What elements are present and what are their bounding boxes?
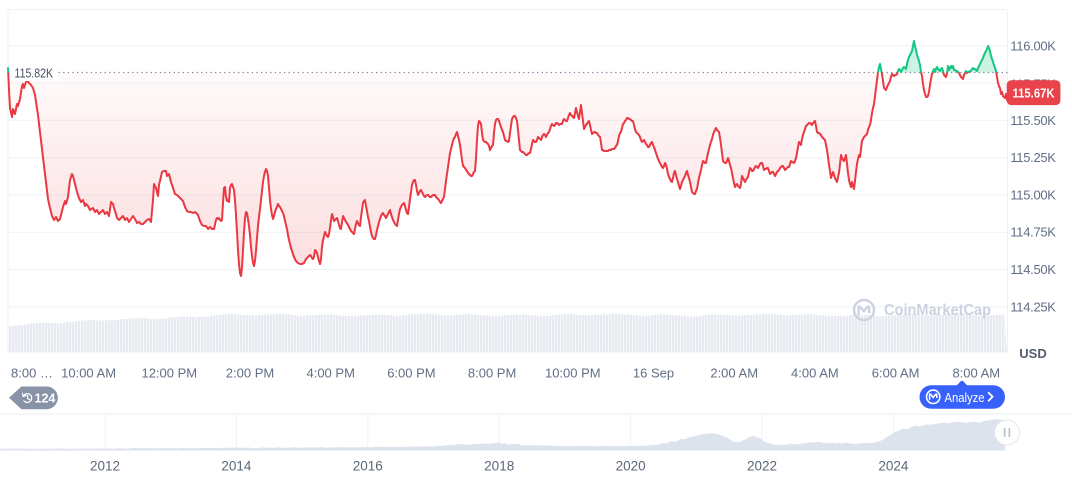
svg-text:2:00 AM: 2:00 AM [710,366,758,381]
svg-text:2014: 2014 [221,459,252,474]
svg-text:8:00 PM: 8:00 PM [468,366,516,381]
svg-text:2022: 2022 [747,459,777,474]
svg-text:115.25K: 115.25K [1010,150,1056,165]
svg-text:6:00 PM: 6:00 PM [387,366,435,381]
svg-text:2012: 2012 [90,459,120,474]
svg-text:114.75K: 114.75K [1010,225,1056,240]
svg-text:114.50K: 114.50K [1010,262,1056,277]
svg-text:2024: 2024 [878,459,909,474]
svg-text:CoinMarketCap: CoinMarketCap [884,302,991,319]
svg-text:10:00 PM: 10:00 PM [545,366,601,381]
svg-text:4:00 AM: 4:00 AM [791,366,839,381]
svg-text:16 Sep: 16 Sep [633,366,674,381]
svg-text:2020: 2020 [616,459,646,474]
svg-text:8:00 AM: 8:00 AM [952,366,1000,381]
svg-text:6:00 AM: 6:00 AM [872,366,920,381]
svg-text:12:00 PM: 12:00 PM [141,366,197,381]
svg-text:114.25K: 114.25K [1010,299,1056,314]
svg-text:4:00 PM: 4:00 PM [306,366,354,381]
svg-text:115.67K: 115.67K [1013,86,1056,101]
svg-text:10:00 AM: 10:00 AM [61,366,116,381]
svg-text:8:00 …: 8:00 … [11,366,53,381]
svg-text:2016: 2016 [353,459,383,474]
svg-text:Analyze: Analyze [945,390,985,405]
svg-text:116.00K: 116.00K [1010,39,1056,54]
svg-text:115.50K: 115.50K [1010,113,1056,128]
svg-text:2:00 PM: 2:00 PM [226,366,274,381]
svg-text:115.82K: 115.82K [15,66,54,81]
svg-text:115.00K: 115.00K [1010,187,1056,202]
svg-text:124: 124 [35,391,56,405]
svg-text:2018: 2018 [484,459,514,474]
svg-text:USD: USD [1019,346,1046,361]
